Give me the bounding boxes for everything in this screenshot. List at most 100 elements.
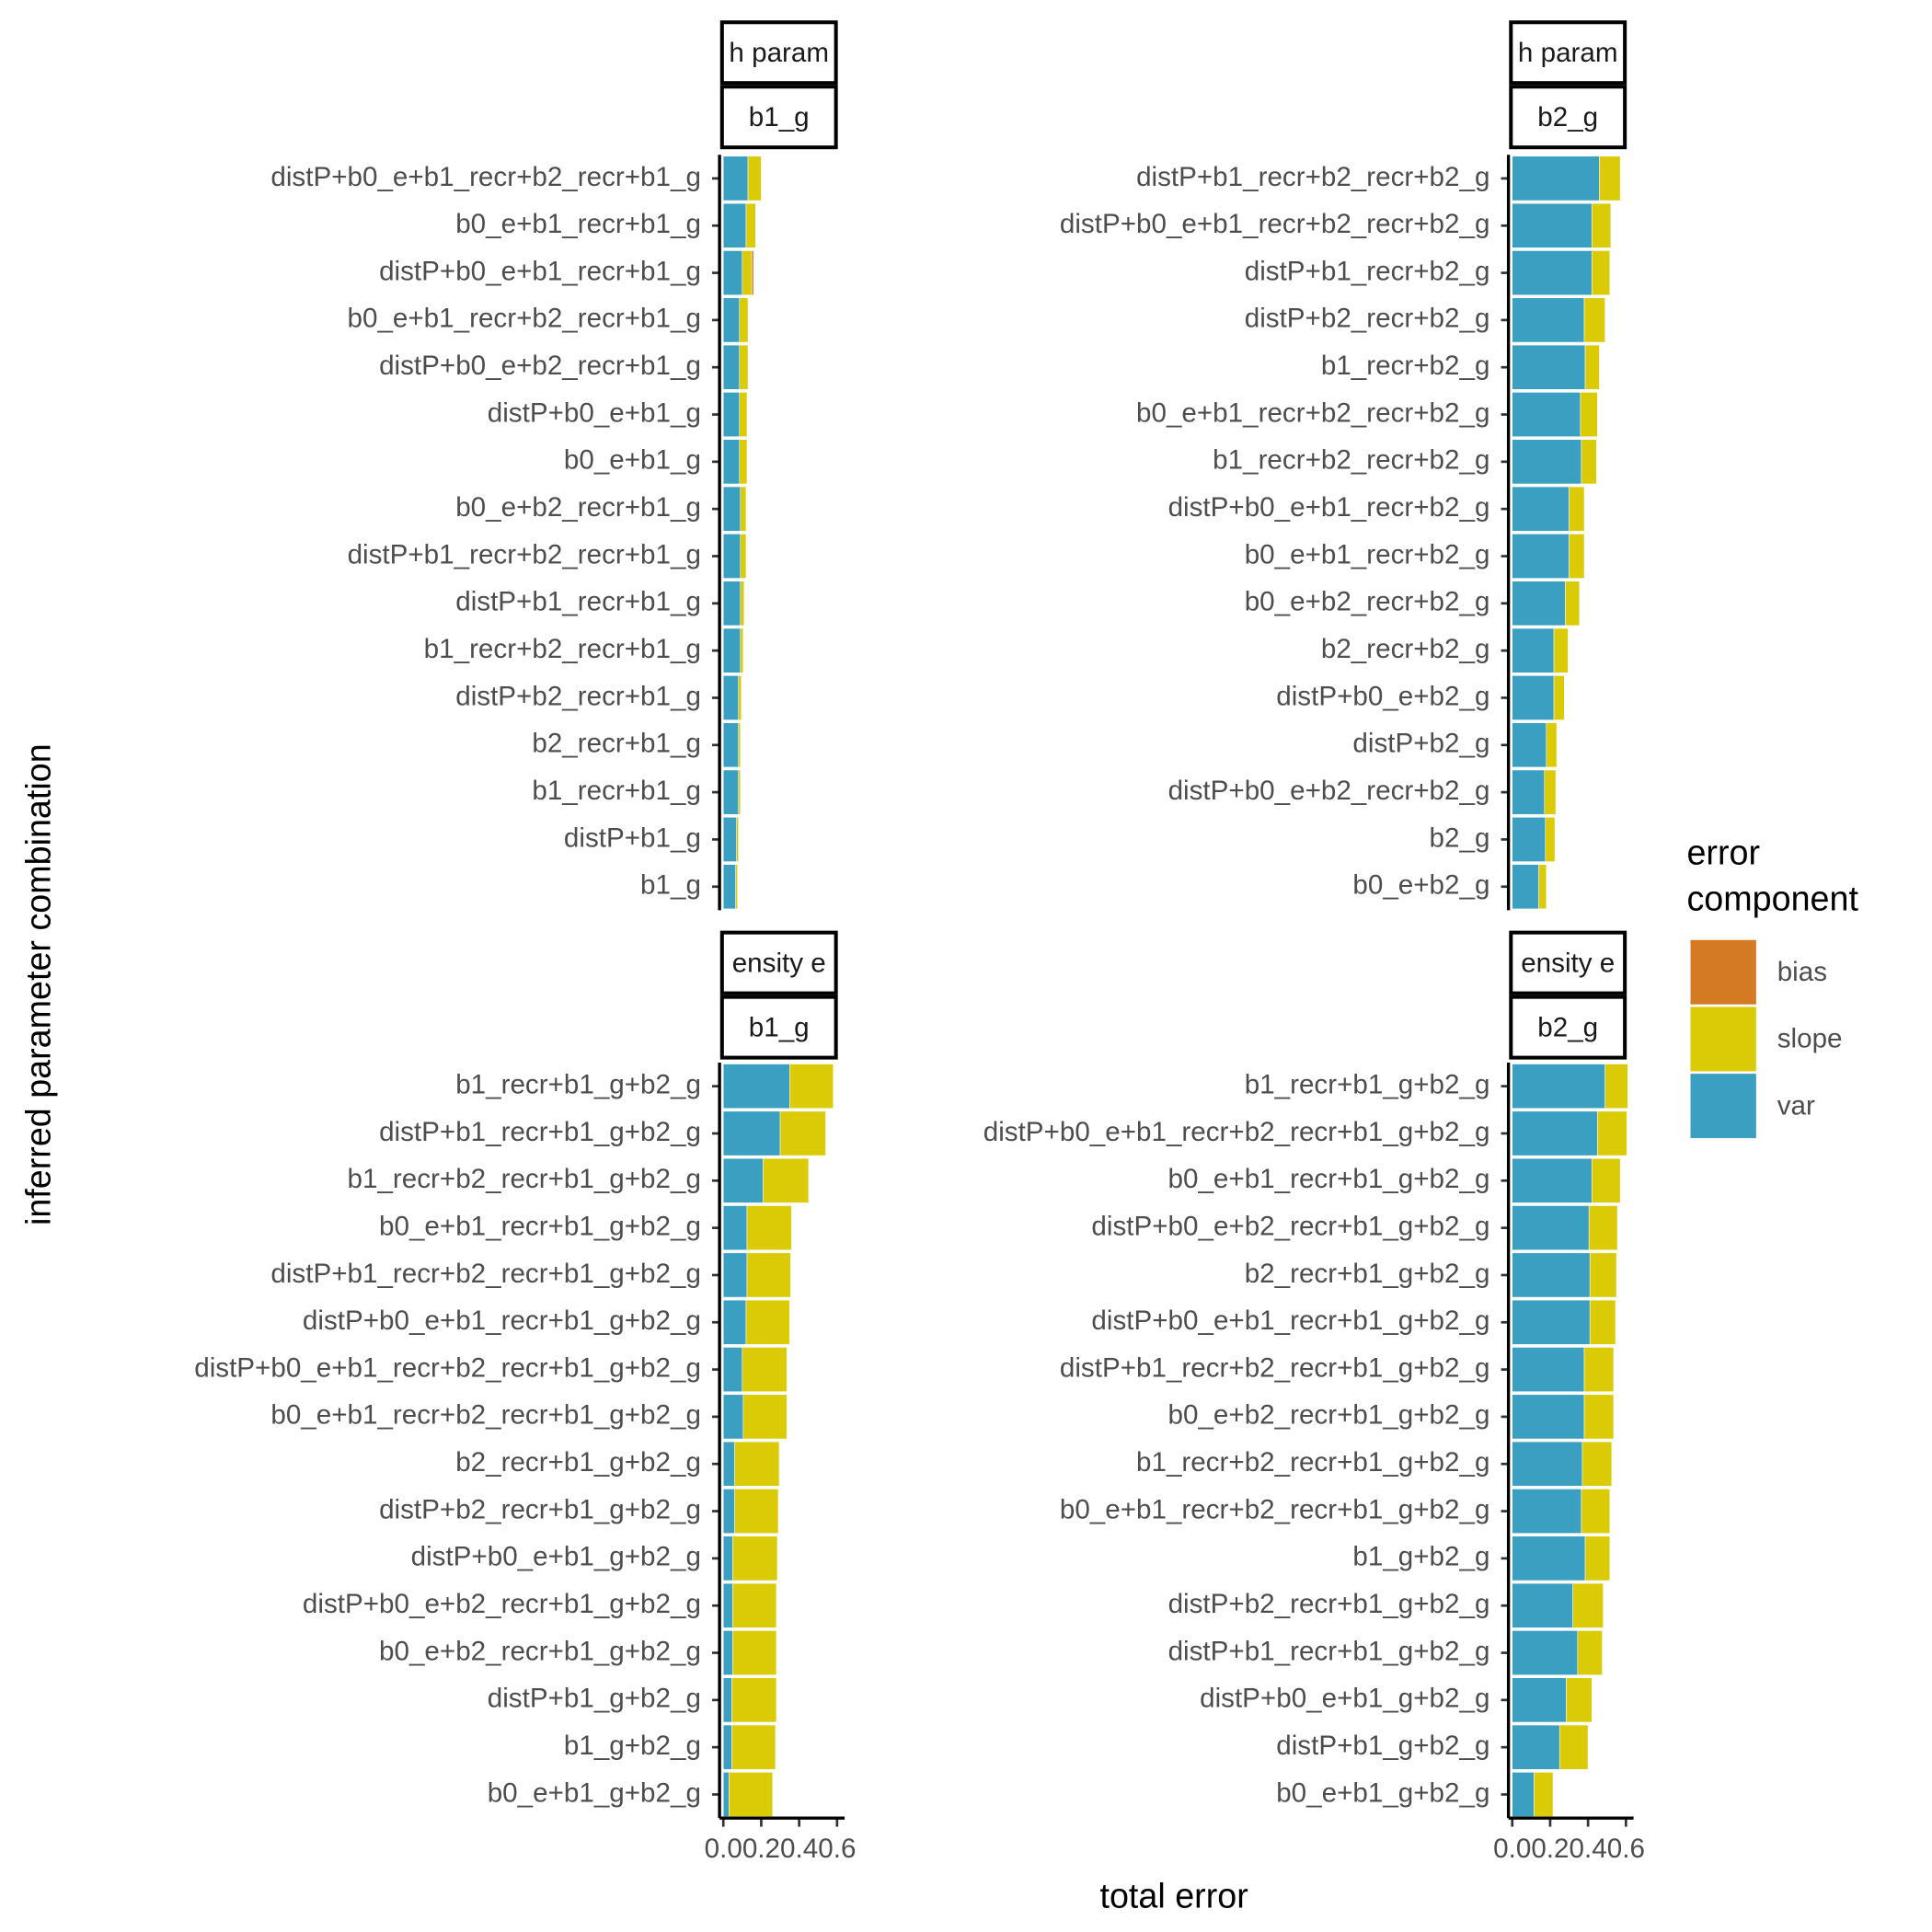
- bar-segment: [763, 1157, 810, 1203]
- bar-segment: [722, 627, 742, 673]
- bar-segment: [740, 486, 747, 532]
- bar-segment: [1581, 1441, 1613, 1487]
- bar-segment: [722, 864, 736, 910]
- bar-segment: [1584, 344, 1600, 390]
- y-tick-label: b0_e+b2_recr+b2_g: [1245, 587, 1490, 617]
- y-tick-label: b1_recr+b2_recr+b1_g: [424, 634, 701, 664]
- strip-label: ensity e: [1521, 948, 1615, 978]
- bar-segment: [779, 1110, 826, 1156]
- y-tick-label: distP+b0_e+b1_recr+b1_g+b2_g: [1091, 1305, 1489, 1336]
- bar-segment: [1512, 1677, 1567, 1723]
- bar-segment: [746, 1205, 792, 1251]
- bar-segment: [1591, 202, 1612, 248]
- bar-segment: [1572, 1582, 1604, 1628]
- bar-segment: [1599, 155, 1621, 201]
- bar-segment: [1512, 1157, 1593, 1203]
- bar-segment: [722, 1299, 747, 1345]
- bar-segment: [1512, 1347, 1585, 1392]
- y-tick-label: distP+b1_recr+b2_g: [1245, 256, 1490, 286]
- y-tick-label: distP+b0_e+b2_g: [1276, 681, 1489, 711]
- bar-segment: [1544, 769, 1557, 815]
- y-tick-label: b0_e+b1_recr+b2_g: [1245, 539, 1490, 569]
- strip-box: [1509, 20, 1627, 86]
- y-tick-label: b0_e+b2_recr+b1_g+b2_g: [1168, 1400, 1490, 1431]
- bar-segment: [722, 1064, 790, 1110]
- bar-segment: [747, 155, 762, 201]
- x-tick-label: 0.6: [1607, 1834, 1645, 1864]
- y-tick-label: b0_e+b1_recr+b2_recr+b1_g+b2_g: [1060, 1494, 1490, 1524]
- strip-label: b1_g: [749, 1012, 810, 1042]
- legend-key: [1690, 939, 1756, 1005]
- bar-segment: [1583, 1347, 1615, 1392]
- y-tick-label: b1_g+b2_g: [1352, 1542, 1489, 1572]
- y-axis-title: inferred parameter combination: [18, 743, 57, 1225]
- y-tick-label: distP+b2_recr+b1_g: [455, 681, 701, 711]
- bar-segment: [729, 1772, 774, 1817]
- bar-segment: [738, 769, 742, 815]
- bar-segment: [1512, 1299, 1591, 1345]
- bar-segment: [746, 1252, 791, 1298]
- bar-segment: [722, 581, 742, 627]
- bar-segment: [732, 1582, 777, 1628]
- x-tick-label: 0.0: [705, 1834, 742, 1864]
- bar-segment: [739, 344, 749, 390]
- bar-segment: [1577, 1630, 1603, 1675]
- y-tick-label: distP+b1_recr+b1_g+b2_g: [379, 1117, 701, 1147]
- bar-segment: [1512, 769, 1546, 815]
- y-tick-label: b0_e+b1_recr+b2_recr+b1_g: [348, 304, 701, 334]
- y-tick-label: distP+b0_e+b1_recr+b1_g: [379, 256, 701, 286]
- y-tick-label: distP+b0_e+b1_recr+b2_recr+b2_g: [1060, 209, 1490, 239]
- bar-segment: [734, 1441, 780, 1487]
- bar-segment: [739, 439, 748, 485]
- bar-segment: [1512, 155, 1600, 201]
- y-tick-label: b2_recr+b2_g: [1321, 634, 1490, 664]
- bar-segment: [742, 1347, 788, 1392]
- y-tick-label: distP+b0_e+b2_recr+b2_g: [1168, 776, 1490, 806]
- bar-segment: [1512, 1535, 1586, 1581]
- bar-segment: [722, 202, 747, 248]
- bar-segment: [722, 1772, 730, 1817]
- bar-segment: [1545, 817, 1556, 862]
- bar-segment: [745, 202, 756, 248]
- x-tick-label: 0.2: [742, 1834, 780, 1864]
- bar-segment: [722, 534, 742, 579]
- y-tick-label: b1_recr+b1_g+b2_g: [455, 1069, 701, 1099]
- bar-segment: [735, 864, 738, 910]
- x-tick-label: 0.2: [1531, 1834, 1569, 1864]
- legend-label: var: [1777, 1090, 1815, 1121]
- bar-segment: [738, 675, 742, 720]
- bar-segment: [738, 722, 742, 768]
- y-tick-label: distP+b1_recr+b1_g+b2_g: [1168, 1636, 1490, 1666]
- bar-segment: [742, 1394, 788, 1440]
- y-tick-label: b1_recr+b1_g: [532, 776, 701, 806]
- bar-segment: [1512, 297, 1585, 343]
- x-tick-label: 0.0: [1493, 1834, 1531, 1864]
- y-tick-label: b0_e+b2_recr+b1_g+b2_g: [379, 1636, 701, 1666]
- x-tick-label: 0.6: [818, 1834, 856, 1864]
- bar-segment: [1553, 627, 1569, 673]
- y-tick-label: distP+b1_recr+b2_recr+b1_g+b2_g: [270, 1259, 701, 1289]
- y-tick-label: b0_e+b1_g+b2_g: [1276, 1777, 1489, 1808]
- y-tick-label: distP+b0_e+b1_g+b2_g: [1200, 1684, 1489, 1714]
- y-tick-label: distP+b0_e+b2_recr+b1_g+b2_g: [303, 1589, 701, 1619]
- bar-segment: [1583, 1394, 1615, 1440]
- y-tick-label: b0_e+b1_recr+b2_recr+b2_g: [1136, 397, 1489, 428]
- bar-segment: [739, 297, 749, 343]
- bar-segment: [789, 1064, 834, 1110]
- y-tick-label: distP+b2_recr+b1_g+b2_g: [379, 1494, 701, 1524]
- y-tick-label: distP+b1_recr+b2_recr+b1_g+b2_g: [1060, 1352, 1490, 1383]
- bar-segment: [1512, 1064, 1605, 1110]
- bar-segment: [731, 1724, 776, 1770]
- y-tick-label: distP+b0_e+b1_recr+b2_recr+b1_g: [270, 162, 701, 192]
- y-tick-label: distP+b0_e+b1_g+b2_g: [411, 1542, 701, 1572]
- bar-segment: [1569, 534, 1585, 579]
- bar-segment: [731, 1677, 777, 1723]
- y-tick-label: b0_e+b1_recr+b1_g+b2_g: [379, 1211, 701, 1241]
- bar-segment: [1512, 1489, 1582, 1534]
- y-tick-label: distP+b1_recr+b1_g: [455, 587, 701, 617]
- bar-segment: [1512, 722, 1547, 768]
- bar-segment: [1565, 581, 1581, 627]
- y-tick-label: distP+b0_e+b1_recr+b2_recr+b1_g+b2_g: [983, 1117, 1490, 1147]
- y-tick-label: distP+b2_g: [1352, 729, 1489, 759]
- y-tick-label: b1_recr+b1_g+b2_g: [1245, 1069, 1490, 1099]
